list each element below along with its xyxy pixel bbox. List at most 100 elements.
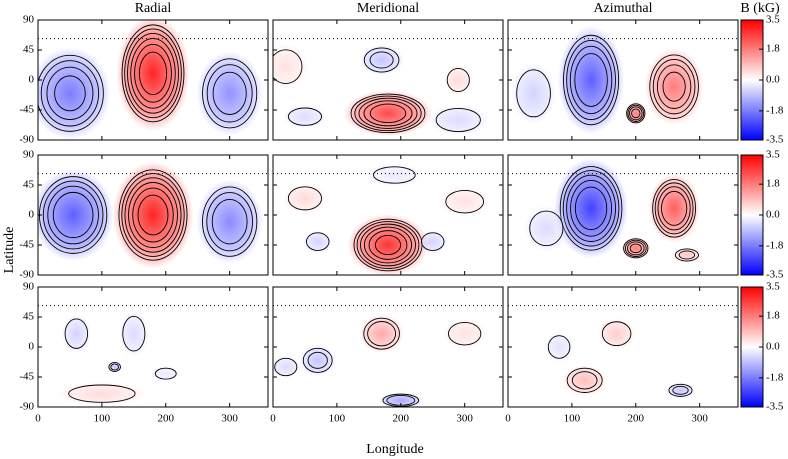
contour	[154, 367, 177, 380]
colorbar-tick-label: 1.8	[766, 43, 780, 55]
panel	[273, 20, 503, 140]
field-feature	[438, 186, 491, 218]
contour	[570, 180, 613, 237]
panel	[38, 20, 268, 140]
field-feature	[442, 318, 487, 349]
contour	[649, 54, 699, 119]
y-tick-label: -90	[19, 401, 34, 413]
panel-title: Meridional	[357, 1, 419, 16]
panel	[273, 155, 503, 275]
contour	[421, 232, 445, 251]
x-tick-label: 300	[691, 413, 708, 425]
contour	[657, 186, 691, 231]
contour	[128, 182, 178, 248]
contour	[360, 223, 416, 267]
field-feature	[273, 355, 301, 379]
contour	[122, 315, 146, 352]
contour	[574, 53, 608, 107]
contour	[138, 51, 168, 96]
field-feature	[299, 345, 337, 376]
contour	[350, 93, 426, 134]
contour	[363, 226, 413, 264]
contour	[369, 103, 407, 124]
x-tick-label: 200	[393, 413, 410, 425]
contour	[52, 191, 94, 239]
contour	[306, 232, 330, 251]
colorbar-tick-label: 1.8	[766, 310, 780, 322]
contour	[574, 186, 608, 231]
colorbar-tick-label: -1.8	[766, 104, 784, 116]
contour	[448, 321, 482, 346]
contour	[629, 243, 642, 254]
colorbar-tick-label: 0.0	[766, 74, 780, 86]
contour	[47, 185, 99, 245]
y-tick-label: 45	[23, 311, 35, 323]
contour	[566, 39, 616, 121]
colorbar-tick-label: 3.5	[766, 14, 780, 26]
field-feature	[544, 331, 574, 363]
field-feature	[303, 230, 333, 254]
contour	[662, 71, 686, 102]
panel	[273, 287, 503, 407]
field-feature	[562, 365, 607, 396]
contour	[68, 384, 136, 403]
colorbar-tick-label: 3.5	[766, 281, 780, 293]
panel	[508, 287, 738, 407]
contour	[124, 177, 182, 253]
contour	[110, 363, 119, 371]
contour	[302, 347, 333, 373]
field-feature	[443, 64, 473, 96]
colorbar-tick-label: -3.5	[766, 401, 784, 413]
contour	[631, 108, 641, 119]
contour	[601, 321, 632, 347]
contour	[562, 170, 620, 247]
contour	[108, 362, 121, 372]
y-tick-label: 45	[23, 44, 35, 56]
colorbar-label: B (kG)	[740, 1, 780, 16]
contour	[624, 239, 647, 257]
colorbar-tick-label: 0.0	[766, 209, 780, 221]
contour	[363, 47, 400, 73]
contour	[374, 234, 402, 256]
x-tick-label: 300	[221, 413, 238, 425]
contour	[358, 97, 418, 129]
panel	[508, 20, 738, 140]
field-feature	[112, 161, 194, 269]
contour	[124, 28, 182, 119]
field-feature	[557, 26, 625, 134]
contour	[363, 100, 413, 127]
colorbar-tick-label: 3.5	[766, 149, 780, 161]
field-feature	[648, 173, 700, 243]
contour	[566, 174, 616, 242]
contour	[367, 321, 397, 347]
contour	[211, 198, 248, 245]
contour	[674, 248, 699, 262]
colorbar-tick-label: -3.5	[766, 269, 784, 281]
contour	[566, 367, 603, 393]
x-tick-label: 100	[94, 413, 111, 425]
y-axis-label: Latitude	[2, 227, 17, 274]
colorbar-tick-label: 0.0	[766, 341, 780, 353]
contour	[130, 38, 176, 109]
field-feature	[598, 318, 635, 349]
field-feature	[273, 43, 308, 90]
contour	[287, 186, 322, 211]
y-tick-label: -90	[19, 269, 34, 281]
contour	[121, 24, 185, 123]
panel	[38, 155, 268, 275]
y-tick-label: -45	[19, 104, 34, 116]
contour	[661, 190, 688, 226]
contour	[307, 351, 328, 369]
contour	[363, 317, 400, 350]
y-tick-label: 90	[23, 281, 35, 293]
y-tick-label: 0	[29, 209, 35, 221]
field-feature	[524, 205, 569, 252]
contour	[627, 104, 645, 122]
contour	[559, 166, 623, 251]
contour	[629, 106, 643, 121]
colorbar-tick-label: -3.5	[766, 134, 784, 146]
y-tick-label: 90	[23, 14, 35, 26]
field-feature	[107, 361, 123, 373]
contour	[516, 69, 551, 118]
